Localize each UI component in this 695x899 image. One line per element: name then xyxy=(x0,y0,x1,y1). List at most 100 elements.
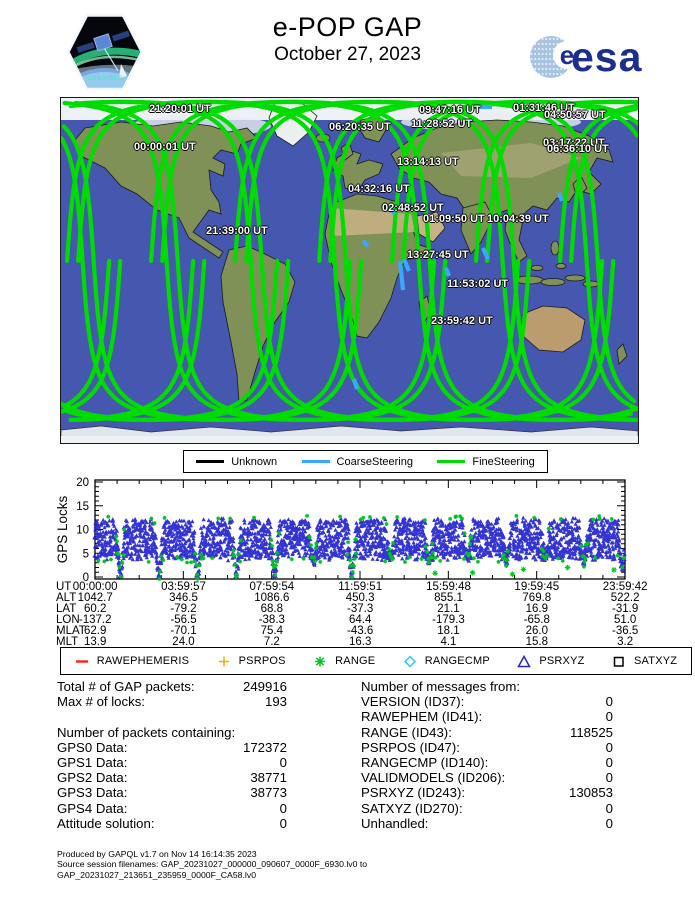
marker-legend-label: RANGE xyxy=(335,655,376,667)
stat-value: 0 xyxy=(605,800,613,816)
track-time-label: 23:59:42 UT xyxy=(431,315,493,327)
ephemeris-cell: 13.9 xyxy=(83,636,107,648)
ephemeris-row: MLT 13.9 24.0 7.2 16.3 4.1 15.8 3.2 xyxy=(0,636,695,648)
esa-globe-icon: e xyxy=(530,36,581,78)
plus-marker-icon xyxy=(218,656,229,666)
ephemeris-cell: 15:59:48 xyxy=(426,581,471,593)
triangle-marker-icon xyxy=(517,654,532,667)
ephemeris-cell: 64.4 xyxy=(348,614,372,626)
track-time-label: 09:47:16 UT xyxy=(419,104,481,116)
stat-row xyxy=(57,709,287,724)
ephemeris-row-values: 13.9 24.0 7.2 16.3 4.1 15.8 3.2 xyxy=(51,636,669,648)
ephemeris-cell: -31.9 xyxy=(612,603,639,615)
stat-label: PSRPOS (ID47): xyxy=(361,739,460,755)
y-axis-label: GPS Locks xyxy=(55,495,70,563)
track-time-label: 10:04:39 UT xyxy=(487,213,549,225)
ephemeris-cell: 60.2 xyxy=(83,603,107,615)
ephemeris-cell: -137.2 xyxy=(78,614,112,626)
marker-legend-label: PSRPOS xyxy=(238,655,286,667)
stat-value: 0 xyxy=(605,694,613,710)
ephemeris-row-label: UT xyxy=(56,581,72,593)
marker-legend-label: RAWEPHEMERIS xyxy=(96,655,190,667)
ephemeris-row-values: 00:00:00 03:59:57 07:59:54 11:59:51 15:59:48… xyxy=(51,581,669,593)
ephemeris-row-label: LAT xyxy=(56,603,77,615)
steering-legend: Unknown CoarseSteering FineSteering xyxy=(183,450,548,473)
ephemeris-cell: -43.6 xyxy=(347,625,374,637)
stat-label: VERSION (ID37): xyxy=(361,694,465,710)
track-time-label: 04:32:16 UT xyxy=(348,183,410,195)
ephemeris-cell: 75.4 xyxy=(260,625,284,637)
square-marker-icon xyxy=(613,656,624,667)
esa-logo: e esa xyxy=(527,33,647,81)
production-footer: Produced by GAPQL v1.7 on Nov 14 16:14:3… xyxy=(57,849,367,880)
psrxyz-points xyxy=(92,515,627,579)
stat-value: 249916 xyxy=(242,679,287,694)
stat-label: Total # of GAP packets: xyxy=(57,679,195,694)
ephemeris-cell: -79.2 xyxy=(170,603,197,615)
coarse-steering-segment xyxy=(481,247,490,260)
marker-legend: RAWEPHEMERIS PSRPOS RANGE RANGECMP PSRXYZ SAT… xyxy=(60,647,692,675)
track-time-label: 06:20:35 UT xyxy=(329,121,391,133)
gps-locks-plot: 0 5 10 15 20 GPS Locks xyxy=(0,476,695,604)
stat-label: Attitude solution: xyxy=(57,815,155,831)
ephemeris-cell: 855.1 xyxy=(434,592,463,604)
coarse-steering-segment xyxy=(444,267,451,277)
stat-value: 0 xyxy=(279,754,287,770)
stat-value: 0 xyxy=(279,815,287,831)
ephemeris-cell: 3.2 xyxy=(617,636,634,648)
ground-track-map: 21:20:01 UT 00:00:01 UT 06:20:35 UT 09:47:1… xyxy=(60,97,639,444)
coarse-steering-segment xyxy=(389,205,396,215)
ephemeris-cell: 15.8 xyxy=(525,636,548,648)
stat-value: 38771 xyxy=(250,770,287,786)
stat-row: GPS1 Data: 0 xyxy=(57,755,287,770)
ephemeris-row: LON -137.2 -56.5 -38.3 64.4 -179.3 -65.8 51.0 xyxy=(0,614,695,626)
stat-label: Number of messages from: xyxy=(361,679,521,694)
track-time-label: 13:27:45 UT xyxy=(407,249,469,261)
stat-label: RAWEPHEM (ID41): xyxy=(361,709,483,725)
steering-legend-label: FineSteering xyxy=(472,455,535,468)
ephemeris-cell: 4.1 xyxy=(440,636,457,648)
stat-row: Max # of locks: 193 xyxy=(57,694,287,709)
stat-label: Unhandled: xyxy=(361,815,429,831)
ephemeris-row-values: 1042.7 346.5 1086.6 450.3 855.1 769.8 522.2 xyxy=(51,592,669,604)
page-title: e-POP GAP xyxy=(272,12,423,42)
ephemeris-cell: 03:59:57 xyxy=(161,581,206,593)
ephemeris-cell: 00:00:00 xyxy=(72,581,118,593)
stat-value: 172372 xyxy=(242,739,287,755)
ephemeris-cell: 18.1 xyxy=(437,625,460,637)
ephemeris-cell: 23:59:42 xyxy=(602,581,648,593)
stat-label: Max # of locks: xyxy=(57,694,145,710)
footer-line: Source session filenames: GAP_20231027_0… xyxy=(57,859,368,870)
gps-locks-chart: 0 5 10 15 20 GPS Locks xyxy=(55,477,627,584)
y-tick-label: 20 xyxy=(76,477,89,489)
stat-value: 0 xyxy=(605,739,613,755)
track-time-label: 04:50:57 UT xyxy=(544,109,606,121)
stat-label: VALIDMODELS (ID206): xyxy=(361,770,506,786)
ephemeris-cell: -36.5 xyxy=(612,625,639,637)
ephemeris-cell: 522.2 xyxy=(610,592,640,604)
marker-legend-label: PSRXYZ xyxy=(539,655,585,667)
stat-row: GPS0 Data: 172372 xyxy=(57,740,287,755)
coarse-steering-segment xyxy=(557,192,564,202)
dash-marker-icon xyxy=(75,659,88,663)
stat-row: PSRXYZ (ID243): 130853 xyxy=(361,785,613,800)
unknown-line-icon xyxy=(196,460,225,463)
ephemeris-row: UT 00:00:00 03:59:57 07:59:54 11:59:51 15:59:… xyxy=(0,581,695,593)
stat-row: VERSION (ID37): 0 xyxy=(361,694,613,709)
marker-legend-label: RANGECMP xyxy=(424,655,490,667)
ephemeris-row-values: 62.9 -70.1 75.4 -43.6 18.1 26.0 -36.5 xyxy=(51,625,669,637)
stat-row: RAWEPHEM (ID41): 0 xyxy=(361,709,613,724)
stat-row: PSRPOS (ID47): 0 xyxy=(361,740,613,755)
stat-value: 193 xyxy=(264,694,287,710)
stat-row: RANGE (ID43): 118525 xyxy=(361,725,613,740)
stat-value: 38773 xyxy=(250,785,287,801)
coarse-steering-segment xyxy=(361,239,370,248)
ephemeris-cell: -56.5 xyxy=(170,614,197,626)
y-tick-label: 0 xyxy=(83,572,89,584)
stat-value: 0 xyxy=(605,754,613,770)
ephemeris-cell: 16.3 xyxy=(348,636,372,648)
stat-label: GPS0 Data: xyxy=(57,739,128,755)
footer-line: Produced by GAPQL v1.7 on Nov 14 16:14:3… xyxy=(57,849,257,859)
ephemeris-cell: -65.8 xyxy=(523,614,550,626)
